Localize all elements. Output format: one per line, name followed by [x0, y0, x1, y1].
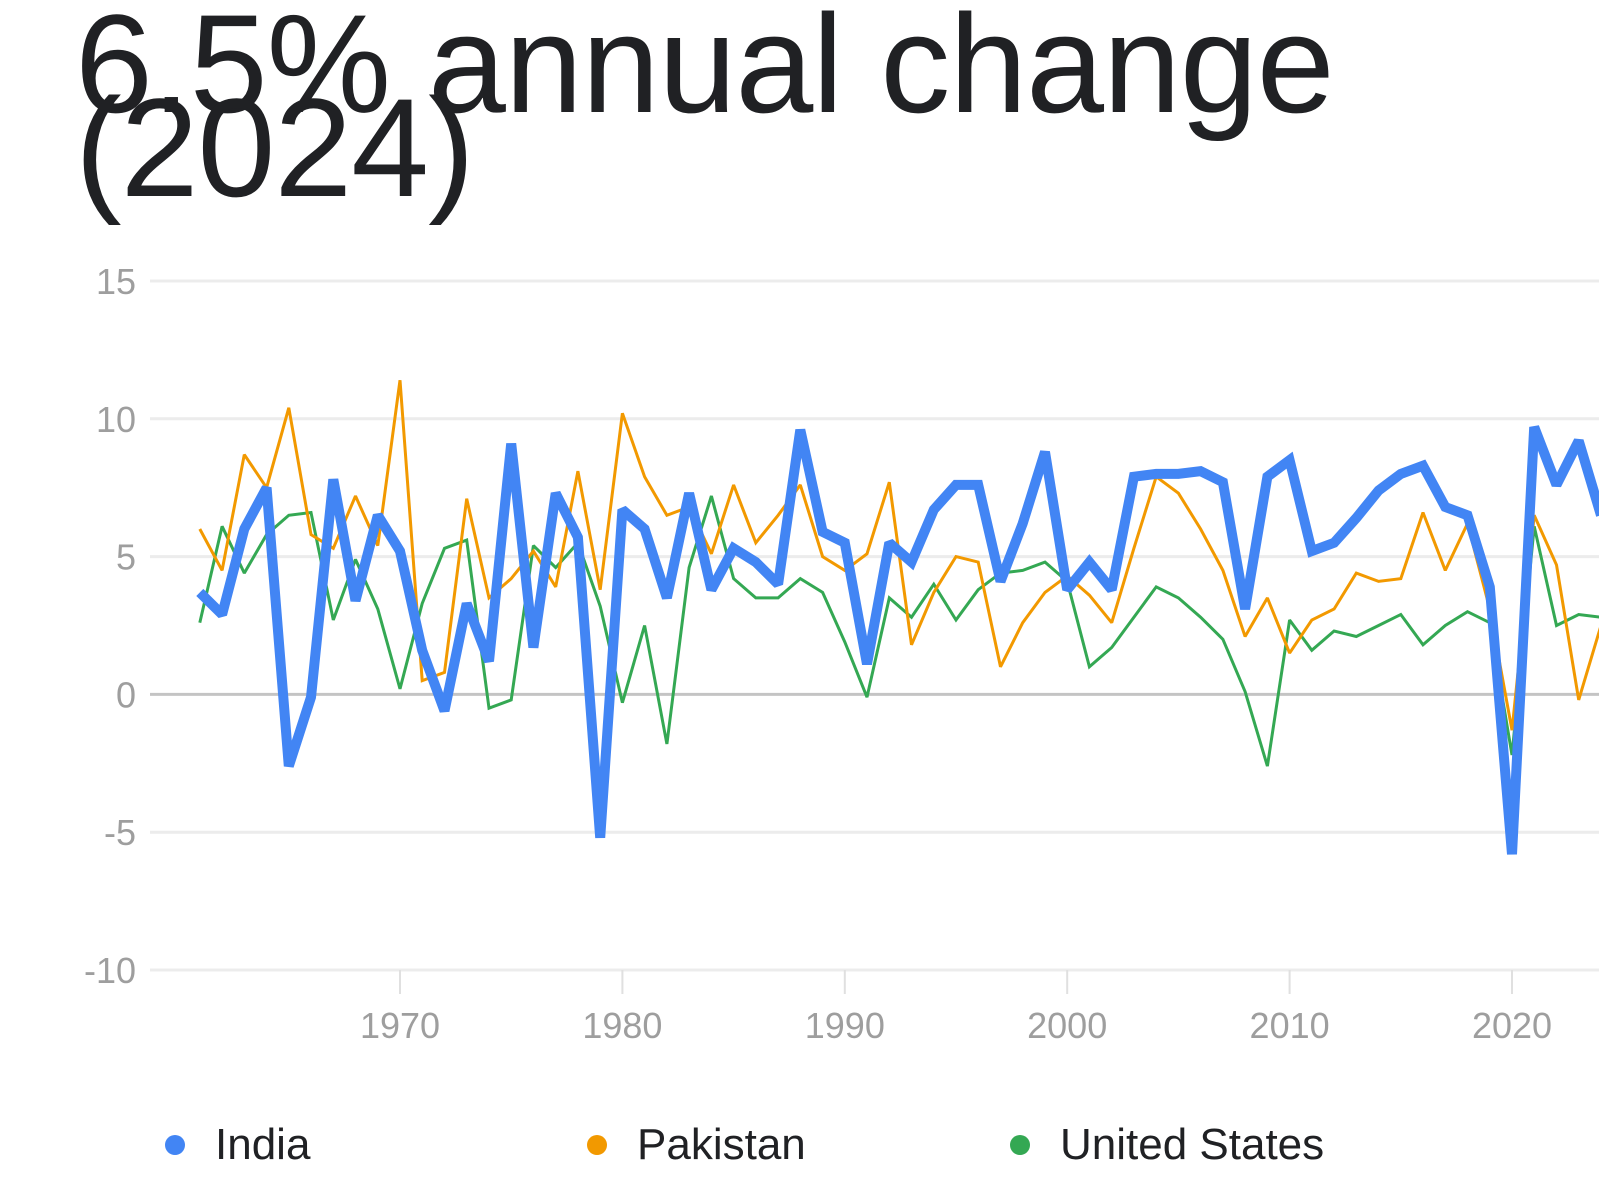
- x-tick-label: 2000: [1027, 1005, 1107, 1046]
- x-tick-label: 1970: [360, 1005, 440, 1046]
- gridlines: [150, 279, 1599, 972]
- x-tick-label: 1990: [805, 1005, 885, 1046]
- x-axis-ticks: 1970 1980 1990 2000 2010 2020: [360, 970, 1552, 1046]
- legend-label-india: India: [215, 1120, 311, 1169]
- legend-dot-pakistan: [587, 1135, 607, 1155]
- y-tick-label: 10: [96, 399, 136, 440]
- series-lines: [196, 380, 1599, 855]
- legend-dot-india: [165, 1135, 185, 1155]
- y-tick-label: 15: [96, 261, 136, 302]
- legend-item-india[interactable]: India: [165, 1120, 310, 1170]
- series-line-united-states[interactable]: [198, 495, 1599, 767]
- legend-item-united-states[interactable]: United States: [1010, 1120, 1324, 1170]
- chart-title: 6.5% annual change (2024): [75, 0, 1335, 226]
- y-tick-label: 0: [116, 674, 136, 715]
- x-tick-label: 2020: [1472, 1005, 1552, 1046]
- legend-item-pakistan[interactable]: Pakistan: [587, 1120, 806, 1170]
- x-tick-label: 1980: [582, 1005, 662, 1046]
- legend-label-pakistan: Pakistan: [637, 1120, 806, 1169]
- legend-label-united-states: United States: [1060, 1120, 1325, 1169]
- x-tick-label: 2010: [1250, 1005, 1330, 1046]
- y-tick-label: -5: [104, 812, 136, 853]
- y-tick-label: 5: [116, 537, 136, 578]
- legend-dot-united-states: [1010, 1135, 1030, 1155]
- line-chart: 15 10 5 0 -5 -10 1970 1980 1990 2000 2010 2020: [84, 261, 1599, 1046]
- y-axis-ticks: 15 10 5 0 -5 -10: [84, 261, 136, 991]
- series-line-india[interactable]: [196, 425, 1599, 855]
- legend: India Pakistan United States: [0, 1120, 1599, 1190]
- y-tick-label: -10: [84, 950, 136, 991]
